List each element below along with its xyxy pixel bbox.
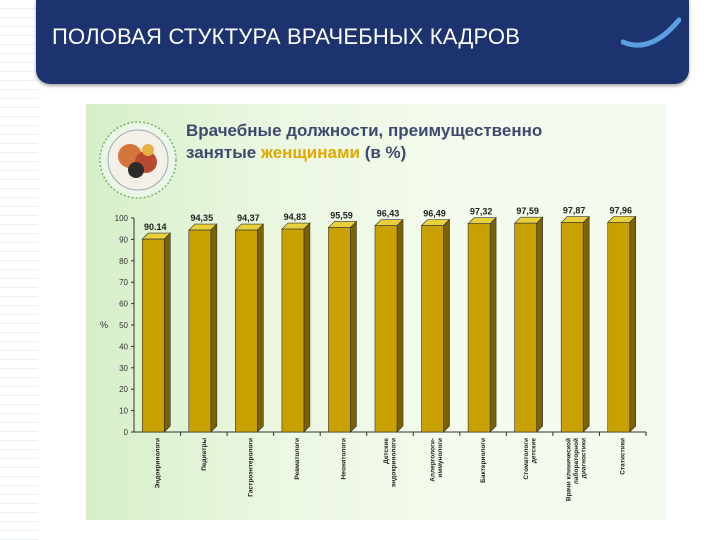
- bar: [188, 229, 212, 433]
- chart-title-prefix: занятые: [186, 143, 261, 162]
- bar-value-label: 97,96: [609, 205, 632, 215]
- bar-value-label: 97,87: [563, 206, 586, 216]
- bar-side: [163, 232, 171, 433]
- chart-title-line1: Врачебные должности, преимущественно: [186, 121, 543, 140]
- bar-side: [443, 218, 450, 433]
- x-tick-label: Стоматологидетские: [523, 438, 538, 480]
- x-tick-label: Аллергологи-иммунологи: [430, 438, 445, 482]
- bar-value-label: 95,59: [330, 210, 353, 220]
- bar-value-label: 97,59: [516, 206, 539, 216]
- bar-side: [536, 216, 543, 433]
- x-tick-label: Детскиеэндокринологи: [383, 438, 398, 488]
- y-tick-label: 80: [119, 257, 128, 266]
- bar: [328, 227, 351, 433]
- y-tick-label: 60: [119, 300, 128, 309]
- bar-value-label: 94,35: [191, 213, 214, 223]
- x-tick-label: Неонатологи: [340, 438, 347, 479]
- background-grid: [0, 0, 38, 540]
- bar-side: [396, 218, 404, 433]
- bar: [281, 228, 305, 433]
- bar-value-label: 96,49: [423, 209, 446, 219]
- x-tick-label: Ревматологи: [294, 438, 301, 480]
- y-tick-label: 50: [119, 321, 128, 330]
- y-tick-label: 40: [119, 342, 128, 351]
- swoosh-icon: [621, 17, 681, 48]
- y-tick-label: 0: [124, 428, 129, 437]
- y-tick-label: 20: [119, 385, 128, 394]
- chart-title-highlight: женщинами: [260, 143, 360, 162]
- x-tick-label: Эндокринологи: [154, 438, 161, 488]
- bar-value-label: 96,43: [377, 209, 400, 219]
- bar-side: [350, 220, 357, 433]
- chart-title-line2: занятые женщинами (в %): [186, 142, 542, 164]
- chart-title: Врачебные должности, преимущественно зан…: [186, 120, 542, 164]
- chart-title-suffix: (в %): [360, 143, 407, 162]
- bar-value-label: 97,32: [470, 207, 493, 217]
- bar-side: [582, 215, 590, 433]
- bar: [141, 238, 165, 433]
- x-tick-label: Гастроэнтерологи: [247, 438, 254, 497]
- x-tick-label: Врачи клиническойлабораторнойдиагностики: [565, 438, 588, 501]
- bar-side: [489, 217, 497, 433]
- bar: [560, 222, 584, 433]
- bar: [607, 222, 631, 433]
- bar: [421, 225, 444, 433]
- x-tick-label: Бактериологи: [480, 438, 487, 483]
- bar-side: [303, 222, 311, 433]
- bar-side: [210, 223, 218, 433]
- page-title: ПОЛОВАЯ СТУКТУРА ВРАЧЕБНЫХ КАДРОВ: [52, 24, 521, 49]
- y-tick-label: 10: [119, 407, 128, 416]
- bar: [467, 223, 491, 433]
- bar: [374, 225, 398, 433]
- bar-value-label: 94,83: [284, 212, 307, 222]
- y-tick-label: 30: [119, 364, 128, 373]
- bar-side: [257, 223, 264, 433]
- bar-side: [629, 215, 637, 433]
- x-tick-label: Педиатры: [201, 438, 208, 471]
- y-tick-label: 70: [119, 278, 128, 287]
- y-tick-label: 90: [119, 235, 128, 244]
- bar: [514, 222, 537, 433]
- y-axis-label: %: [100, 320, 108, 330]
- bar: [235, 229, 258, 433]
- bar-chart: % 0 10 20 30 40 50 60 70 80 90 100 90.14 Эндокриноло…: [100, 205, 647, 501]
- header-bar: ПОЛОВАЯ СТУКТУРА ВРАЧЕБНЫХ КАДРОВ: [36, 0, 689, 84]
- x-tick-label: Статистики: [620, 438, 627, 475]
- bar-value-label: 90.14: [144, 222, 167, 232]
- medical-logo-icon: [99, 121, 177, 199]
- y-tick-label: 100: [115, 214, 129, 223]
- bar-value-label: 94,37: [237, 213, 260, 223]
